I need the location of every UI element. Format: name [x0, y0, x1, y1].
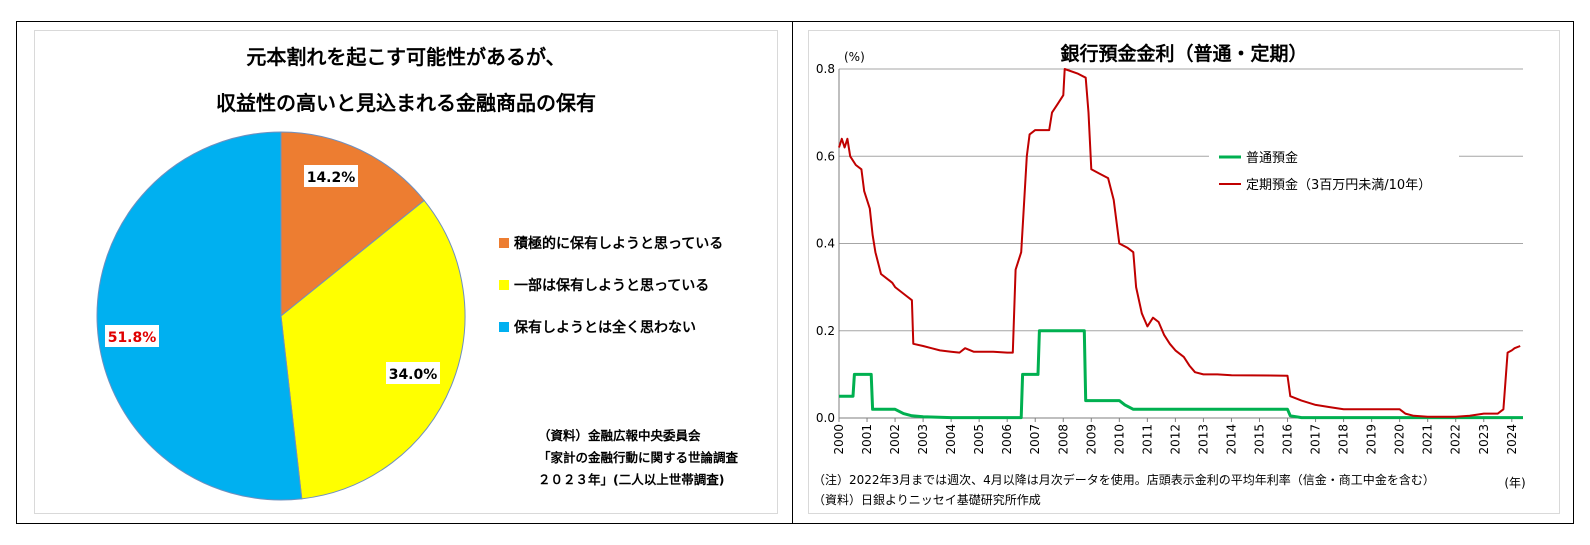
x-tick-label: 2024: [1505, 424, 1519, 455]
pie-label-bg-3: [105, 325, 159, 347]
pie-title-line-1: 元本割れを起こす可能性があるが、: [246, 45, 566, 69]
x-tick-label: 2001: [860, 424, 874, 455]
x-tick-label: 2022: [1449, 424, 1463, 455]
y-axis-unit: (%): [844, 50, 865, 64]
pie-title-line-2: 収益性の高いと見込まれる金融商品の保有: [216, 91, 596, 115]
pie-label-bg-2: [386, 362, 440, 384]
series-line-2: [838, 68, 1521, 418]
source-line-2: 「家計の金融行動に関する世論調査: [538, 450, 739, 465]
x-tick-label: 2006: [1000, 424, 1014, 455]
legend-label-active: 積極的に保有しようと思っている: [514, 236, 724, 252]
series-line-1: [839, 329, 1523, 420]
line-chart: 0.0 0.2 0.4 0.6 0.8 (%) 2000 2001 2002 2003 2004 20…: [816, 50, 1526, 490]
x-tick-label: 2011: [1140, 424, 1154, 455]
x-tick-label: 2004: [944, 424, 958, 455]
x-tick-label: 2010: [1112, 424, 1126, 455]
y-tick-label: 0.4: [816, 237, 835, 251]
line-chart-panel: 銀行預金金利（普通・定期） 0.0 0.2 0.4 0.6 0.8 (%) 2000 2001…: [808, 30, 1560, 514]
x-tick-label: 2015: [1252, 424, 1266, 455]
source-line-3: ２０２３年」(二人以上世帯調査): [538, 472, 725, 487]
x-tick-label: 2016: [1281, 424, 1295, 455]
x-tick-label: 2002: [888, 424, 902, 455]
chart-source: （資料）日銀よりニッセイ基礎研究所作成: [813, 493, 1041, 507]
x-tick-label: 2017: [1309, 424, 1323, 455]
x-tick-label: 2021: [1421, 424, 1435, 455]
pie-label-2: 34.0%: [389, 367, 438, 383]
legend-swatch-orange: [499, 238, 509, 248]
legend-item-active: 積極的に保有しようと思っている: [499, 233, 723, 253]
x-tick-label: 2009: [1084, 424, 1098, 455]
y-tick-label: 0.0: [816, 411, 835, 425]
x-axis-unit: (年): [1504, 476, 1525, 490]
x-tick-label: 2019: [1365, 424, 1379, 455]
chart-note: （注）2022年3月までは週次、4月以降は月次データを使用。店頭表示金利の平均年…: [813, 473, 1435, 487]
legend-label-2: 定期預金（3百万円未満/10年）: [1246, 177, 1431, 193]
pie-slice-3: [96, 131, 303, 501]
x-tick-label: 2020: [1393, 424, 1407, 455]
y-tick-label: 0.8: [816, 62, 835, 76]
pie-chart-panel: 元本割れを起こす可能性があるが、 収益性の高いと見込まれる金融商品の保有 14.…: [34, 30, 778, 514]
pie-slice-2: [280, 199, 466, 500]
y-tick-label: 0.2: [816, 324, 835, 338]
x-tick-label: 2018: [1337, 424, 1351, 455]
pie-label-3: 51.8%: [108, 330, 157, 346]
legend-swatch-blue: [499, 322, 509, 332]
pie-label-1: 14.2%: [307, 170, 356, 186]
legend-swatch-yellow: [499, 280, 509, 290]
x-tick-label: 2014: [1224, 424, 1238, 455]
x-tick-label: 2012: [1168, 424, 1182, 455]
legend-label-none: 保有しようとは全く思わない: [514, 320, 696, 336]
y-tick-label: 0.6: [816, 149, 835, 163]
x-tick-label: 2013: [1196, 424, 1210, 455]
x-tick-label: 2023: [1477, 424, 1491, 455]
legend-label-partial: 一部は保有しようと思っている: [514, 278, 710, 294]
x-tick-label: 2008: [1056, 424, 1070, 455]
legend-item-partial: 一部は保有しようと思っている: [499, 275, 709, 295]
legend-label-1: 普通預金: [1246, 150, 1298, 166]
x-tick-label: 2000: [832, 424, 846, 455]
pie-label-bg-1: [304, 165, 358, 187]
pie-source: （資料）金融広報中央委員会 「家計の金融行動に関する世論調査 ２０２３年」(二人…: [538, 425, 738, 491]
legend-item-none: 保有しようとは全く思わない: [499, 317, 696, 337]
panel-divider: [792, 21, 793, 524]
legend-box: [1209, 141, 1459, 201]
outer-frame: [16, 21, 1574, 524]
line-chart-title: 銀行預金金利（普通・定期）: [1060, 43, 1308, 65]
x-tick-label: 2003: [916, 424, 930, 455]
source-line-1: （資料）金融広報中央委員会: [538, 428, 701, 443]
x-tick-label: 2007: [1028, 424, 1042, 455]
pie-chart: 14.2% 34.0% 51.8%: [96, 131, 466, 501]
x-tick-label: 2005: [972, 424, 986, 455]
